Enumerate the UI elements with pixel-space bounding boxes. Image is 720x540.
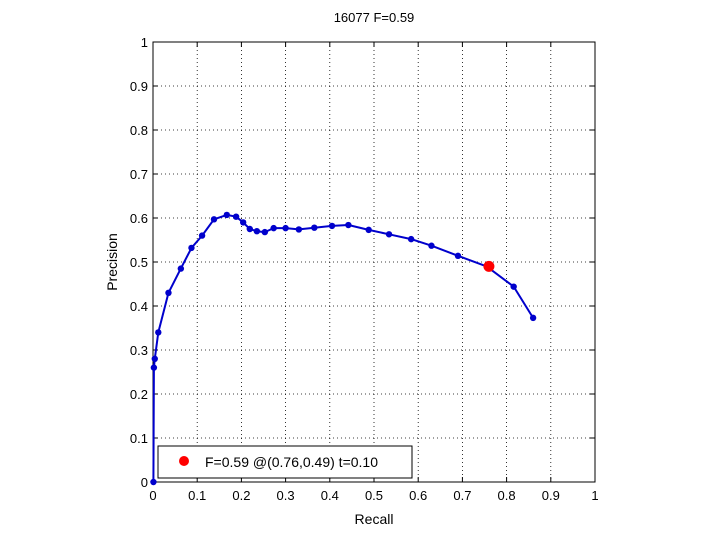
x-tick-label: 0.8 [498,488,516,503]
data-point [328,222,336,230]
data-point [529,314,537,322]
x-tick-label: 0 [149,488,156,503]
y-tick-label: 0.2 [130,387,148,402]
y-tick-label: 0.7 [130,167,148,182]
data-point [239,219,247,226]
data-point [270,224,277,232]
grid [153,42,595,482]
x-tick-label: 0.2 [232,488,250,503]
data-point [165,289,172,296]
data-point [407,235,415,243]
data-point [261,228,269,236]
x-tick-label: 0.6 [409,488,427,503]
x-tick-label: 0.3 [277,488,295,503]
y-tick-label: 0.9 [130,79,148,94]
x-tick-label: 0.1 [188,488,206,503]
data-point [177,265,185,272]
data-point [232,213,240,220]
x-tick-label: 0.5 [365,488,383,503]
y-axis-label: Precision [104,233,120,291]
data-point [151,355,158,362]
best-point-layer [483,260,495,272]
legend: F=0.59 @(0.76,0.49) t=0.10 [157,445,413,479]
y-tick-label: 0 [141,475,148,490]
x-tick-labels: 0 0.1 0.2 0.3 0.4 0.5 0.6 0.7 0.8 0.9 1 [149,488,598,503]
data-point [150,364,158,371]
data-point [454,252,462,260]
y-tick-label: 0.8 [130,123,148,138]
best-f-point [483,260,495,272]
y-tick-label: 0.3 [130,343,148,358]
y-tick-label: 1 [141,35,148,50]
data-point [155,329,162,336]
data-point [253,228,261,235]
series-line [152,213,534,483]
data-point [150,478,157,486]
data-point [510,283,517,290]
data-point [428,242,435,249]
data-point [223,211,231,219]
x-tick-label: 0.7 [453,488,471,503]
y-tick-label: 0.5 [130,255,148,270]
legend-marker [179,456,189,466]
series-layer [150,211,537,486]
legend-box [157,445,413,479]
data-point [198,232,206,239]
legend-label: F=0.59 @(0.76,0.49) t=0.10 [205,454,378,470]
chart-title: 16077 F=0.59 [334,10,415,25]
data-point [345,221,352,229]
data-point [210,216,218,223]
data-point [311,224,318,231]
data-point [188,244,195,252]
data-point [295,226,303,233]
x-tick-label: 0.9 [542,488,560,503]
x-tick-label: 0.4 [321,488,339,503]
data-point [246,225,253,233]
y-tick-label: 0.1 [130,431,148,446]
data-point [385,231,393,238]
x-tick-label: 1 [591,488,598,503]
x-axis-label: Recall [355,511,394,527]
y-tick-labels: 0 0.1 0.2 0.3 0.4 0.5 0.6 0.7 0.8 0.9 1 [130,35,148,490]
y-tick-label: 0.6 [130,211,148,226]
data-point [365,226,372,234]
data-point [282,224,289,232]
y-tick-label: 0.4 [130,299,148,314]
